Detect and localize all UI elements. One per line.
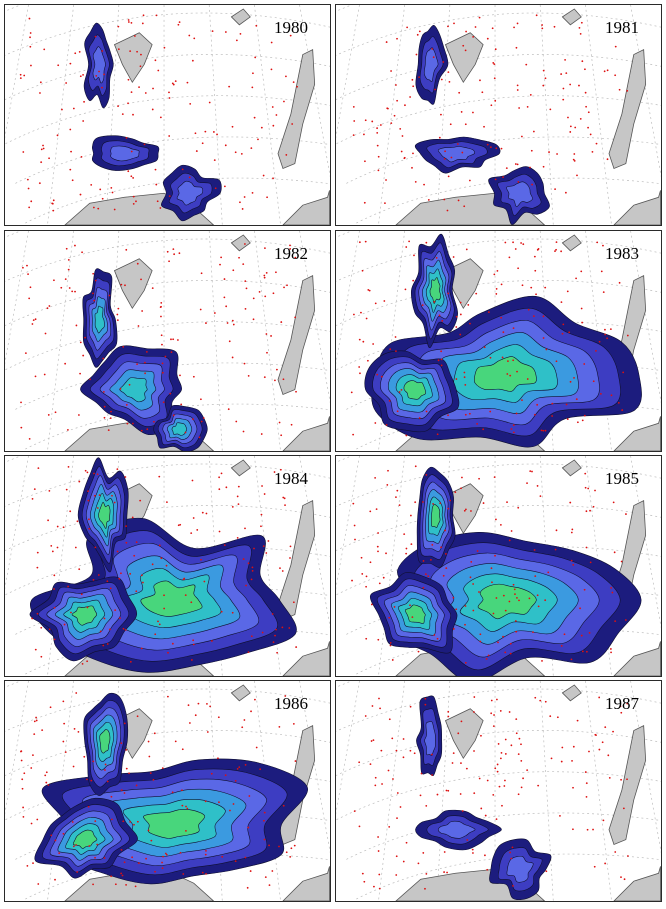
contour-field <box>364 233 642 448</box>
sampling-stations <box>350 240 629 437</box>
pechora-coast <box>613 416 661 451</box>
year-label: 1981 <box>605 18 639 37</box>
map-canvas <box>336 681 661 901</box>
map-panel-1983: 1983 <box>335 230 662 452</box>
pechora-coast <box>282 641 330 676</box>
pechora-coast <box>282 416 330 451</box>
map-panel-1980: 1980 <box>4 4 331 226</box>
map-canvas <box>5 231 330 451</box>
year-label: 1987 <box>605 694 639 713</box>
map-canvas <box>336 5 661 225</box>
map-panel-1981: 1981 <box>335 4 662 226</box>
pechora-coast <box>613 190 661 225</box>
year-label: 1986 <box>274 694 308 713</box>
franz-josef-land <box>561 684 582 702</box>
sampling-stations <box>353 696 629 890</box>
map-canvas <box>5 681 330 901</box>
svalbard-landmass <box>113 258 153 310</box>
contour-field <box>83 22 222 222</box>
map-panel-1987: 1987 <box>335 680 662 902</box>
contour-field <box>415 695 552 900</box>
franz-josef-land <box>230 234 251 252</box>
franz-josef-land <box>561 8 582 26</box>
graticule <box>336 681 661 901</box>
year-label: 1983 <box>605 244 639 263</box>
sampling-stations <box>20 692 297 889</box>
year-label: 1982 <box>274 244 308 263</box>
franz-josef-land <box>561 234 582 252</box>
novaya-zemlya <box>608 48 647 170</box>
pechora-coast <box>282 190 330 225</box>
svalbard-landmass <box>444 708 484 760</box>
map-canvas <box>5 5 330 225</box>
map-panel-1984: 1984 <box>4 455 331 677</box>
franz-josef-land <box>230 684 251 702</box>
contour-field <box>369 466 642 676</box>
franz-josef-land <box>230 8 251 26</box>
svalbard-landmass <box>444 483 484 535</box>
novaya-zemlya <box>277 274 316 396</box>
franz-josef-land <box>561 459 582 477</box>
map-panel-1982: 1982 <box>4 230 331 452</box>
sampling-stations <box>351 465 627 664</box>
year-label: 1980 <box>274 18 308 37</box>
novaya-zemlya <box>608 724 647 846</box>
svalbard-landmass <box>444 32 484 84</box>
map-panel-1986: 1986 <box>4 680 331 902</box>
sampling-stations <box>20 243 297 440</box>
map-panel-1985: 1985 <box>335 455 662 677</box>
year-label: 1984 <box>274 469 308 488</box>
contour-field <box>34 692 308 885</box>
pechora-coast <box>613 641 661 676</box>
pechora-coast <box>613 866 661 901</box>
contour-field <box>29 457 297 673</box>
sampling-stations <box>19 14 299 212</box>
novaya-zemlya <box>277 499 316 621</box>
contour-field <box>414 25 550 225</box>
sampling-stations <box>31 466 298 665</box>
map-canvas <box>336 456 661 676</box>
franz-josef-land <box>230 459 251 477</box>
pechora-coast <box>282 866 330 901</box>
novaya-zemlya <box>277 48 316 170</box>
sampling-stations <box>352 14 629 212</box>
year-label: 1985 <box>605 469 639 488</box>
map-canvas <box>5 456 330 676</box>
map-canvas <box>336 231 661 451</box>
svalbard-landmass <box>113 32 153 84</box>
contour-field <box>80 268 208 451</box>
